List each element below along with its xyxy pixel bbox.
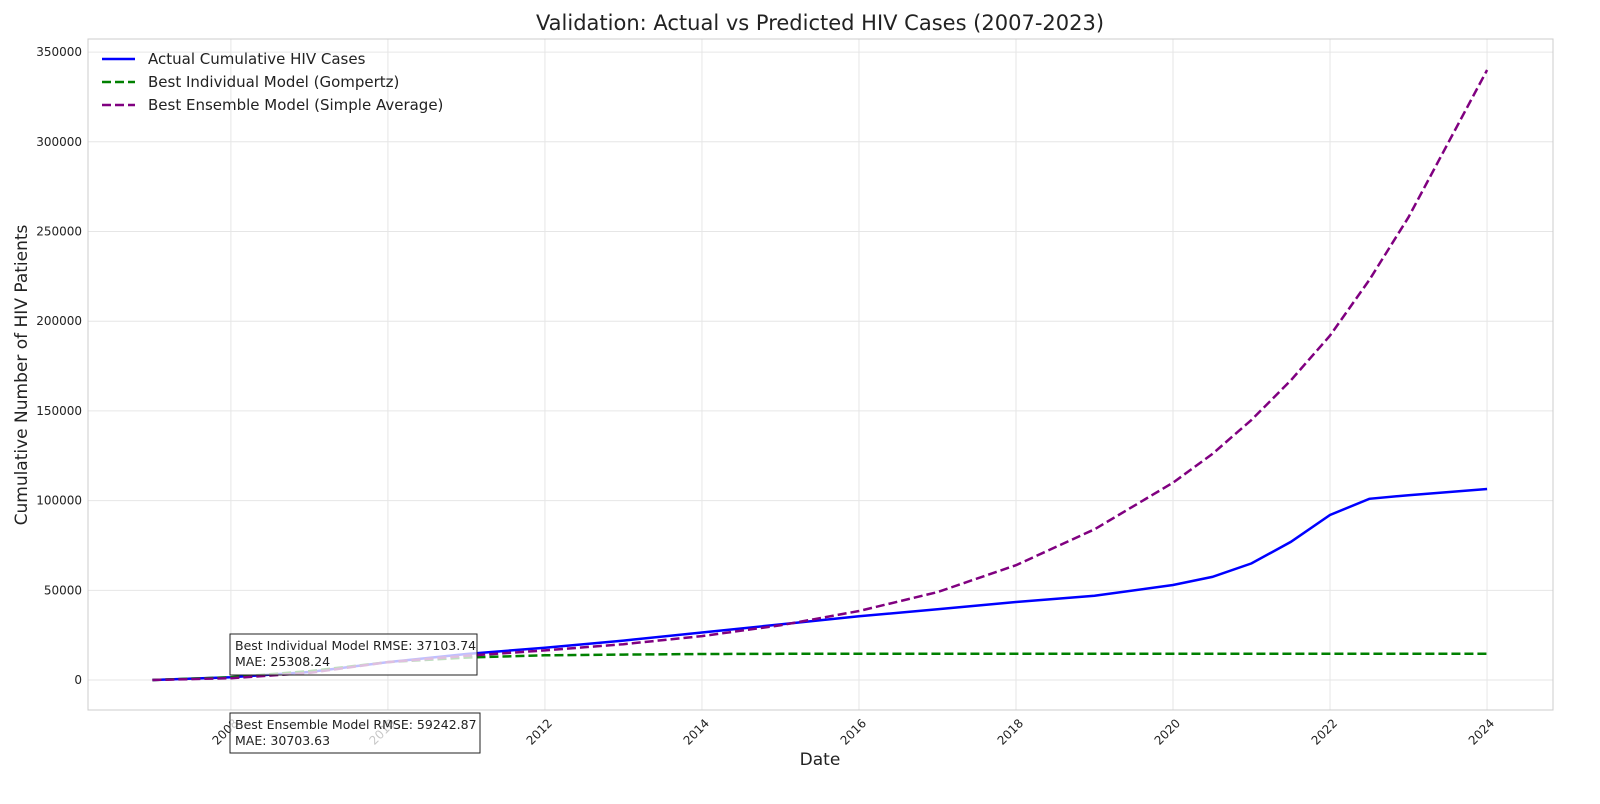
annotation-text: MAE: 30703.63 [235,733,330,748]
annotation-box [229,633,478,676]
y-tick-label: 350000 [36,45,82,59]
annotation-text: MAE: 25308.24 [235,654,330,669]
y-tick-label: 250000 [36,225,82,239]
y-tick-label: 50000 [44,583,82,597]
legend-label: Best Ensemble Model (Simple Average) [148,96,443,114]
plot-frame [87,38,1554,711]
annotation-box [229,712,481,754]
y-tick-label: 150000 [36,404,82,418]
y-tick-label: 300000 [36,135,82,149]
annotation-text: Best Individual Model RMSE: 37103.74 [235,638,476,653]
annotation-text: Best Ensemble Model RMSE: 59242.87 [235,717,477,732]
legend-label: Best Individual Model (Gompertz) [148,73,399,91]
y-axis-label: Cumulative Number of HIV Patients [12,224,32,525]
y-tick-label: 100000 [36,494,82,508]
y-tick-label: 0 [74,673,82,687]
chart-title: Validation: Actual vs Predicted HIV Case… [536,11,1104,35]
y-tick-label: 200000 [36,314,82,328]
legend-label: Actual Cumulative HIV Cases [148,50,366,68]
x-axis-label: Date [800,750,841,770]
